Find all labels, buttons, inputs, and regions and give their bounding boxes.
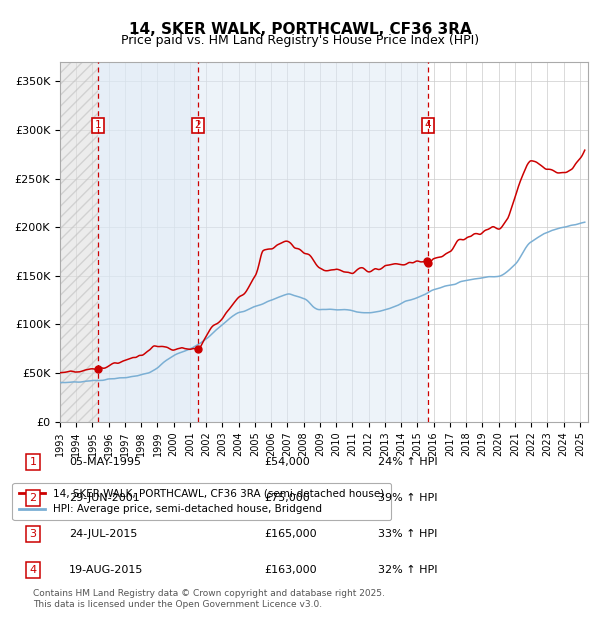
Text: £163,000: £163,000 xyxy=(264,565,317,575)
Bar xyxy=(198,62,428,422)
Text: 1: 1 xyxy=(29,457,37,467)
Text: 29-JUN-2001: 29-JUN-2001 xyxy=(69,493,140,503)
Text: 05-MAY-1995: 05-MAY-1995 xyxy=(69,457,141,467)
Text: Contains HM Land Registry data © Crown copyright and database right 2025.
This d: Contains HM Land Registry data © Crown c… xyxy=(33,590,385,609)
Text: 4: 4 xyxy=(424,120,431,130)
Text: 39% ↑ HPI: 39% ↑ HPI xyxy=(378,493,437,503)
Text: 24% ↑ HPI: 24% ↑ HPI xyxy=(378,457,437,467)
Text: Price paid vs. HM Land Registry's House Price Index (HPI): Price paid vs. HM Land Registry's House … xyxy=(121,34,479,47)
Text: 19-AUG-2015: 19-AUG-2015 xyxy=(69,565,143,575)
Text: 3: 3 xyxy=(29,529,37,539)
Text: 32% ↑ HPI: 32% ↑ HPI xyxy=(378,565,437,575)
Text: 4: 4 xyxy=(29,565,37,575)
Text: £165,000: £165,000 xyxy=(264,529,317,539)
Text: 2: 2 xyxy=(29,493,37,503)
Bar xyxy=(98,62,198,422)
Text: 2: 2 xyxy=(194,120,201,130)
Text: 14, SKER WALK, PORTHCAWL, CF36 3RA: 14, SKER WALK, PORTHCAWL, CF36 3RA xyxy=(128,22,472,37)
Legend: 14, SKER WALK, PORTHCAWL, CF36 3RA (semi-detached house), HPI: Average price, se: 14, SKER WALK, PORTHCAWL, CF36 3RA (semi… xyxy=(13,483,391,520)
Text: 24-JUL-2015: 24-JUL-2015 xyxy=(69,529,137,539)
Text: 33% ↑ HPI: 33% ↑ HPI xyxy=(378,529,437,539)
Text: £54,000: £54,000 xyxy=(264,457,310,467)
Text: £75,000: £75,000 xyxy=(264,493,310,503)
Text: 1: 1 xyxy=(95,120,101,130)
Bar xyxy=(60,62,98,422)
